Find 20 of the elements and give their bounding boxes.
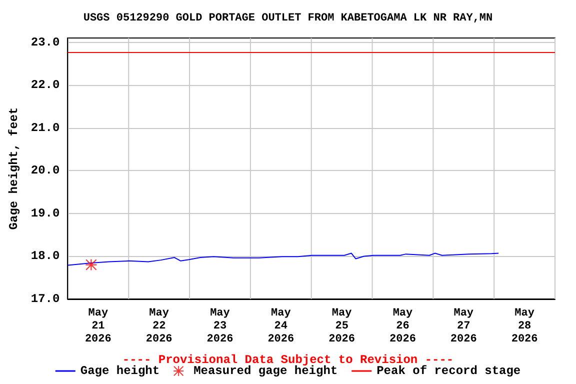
x-tick-label: May 25 2026 (328, 308, 356, 346)
x-tick-label: May 28 2026 (511, 308, 538, 346)
y-tick-label: 22.0 (30, 78, 60, 92)
legend-label: Gage height (80, 364, 160, 378)
chart-title: USGS 05129290 GOLD PORTAGE OUTLET FROM KABETOGAMA LK NR RAY,MN (83, 12, 493, 24)
x-tick-label: May 21 2026 (84, 308, 112, 346)
y-tick-label: 19.0 (30, 206, 60, 220)
legend-label: Measured gage height (194, 364, 338, 378)
x-tick-label: May 27 2026 (450, 308, 477, 346)
y-tick-label: 20.0 (30, 164, 60, 178)
y-tick-label: 17.0 (30, 292, 60, 306)
x-tick-label: May 23 2026 (206, 308, 234, 346)
y-tick-label: 23.0 (30, 35, 60, 50)
y-axis-title: Gage height, feet (7, 107, 21, 230)
x-tick-label: May 24 2026 (268, 308, 294, 346)
legend-label: Peak of record stage (376, 364, 521, 378)
x-tick-label: May 26 2026 (390, 308, 416, 346)
x-tick-label: May 22 2026 (146, 308, 172, 346)
y-tick-label: 18.0 (30, 249, 60, 264)
y-tick-label: 21.0 (30, 120, 60, 135)
